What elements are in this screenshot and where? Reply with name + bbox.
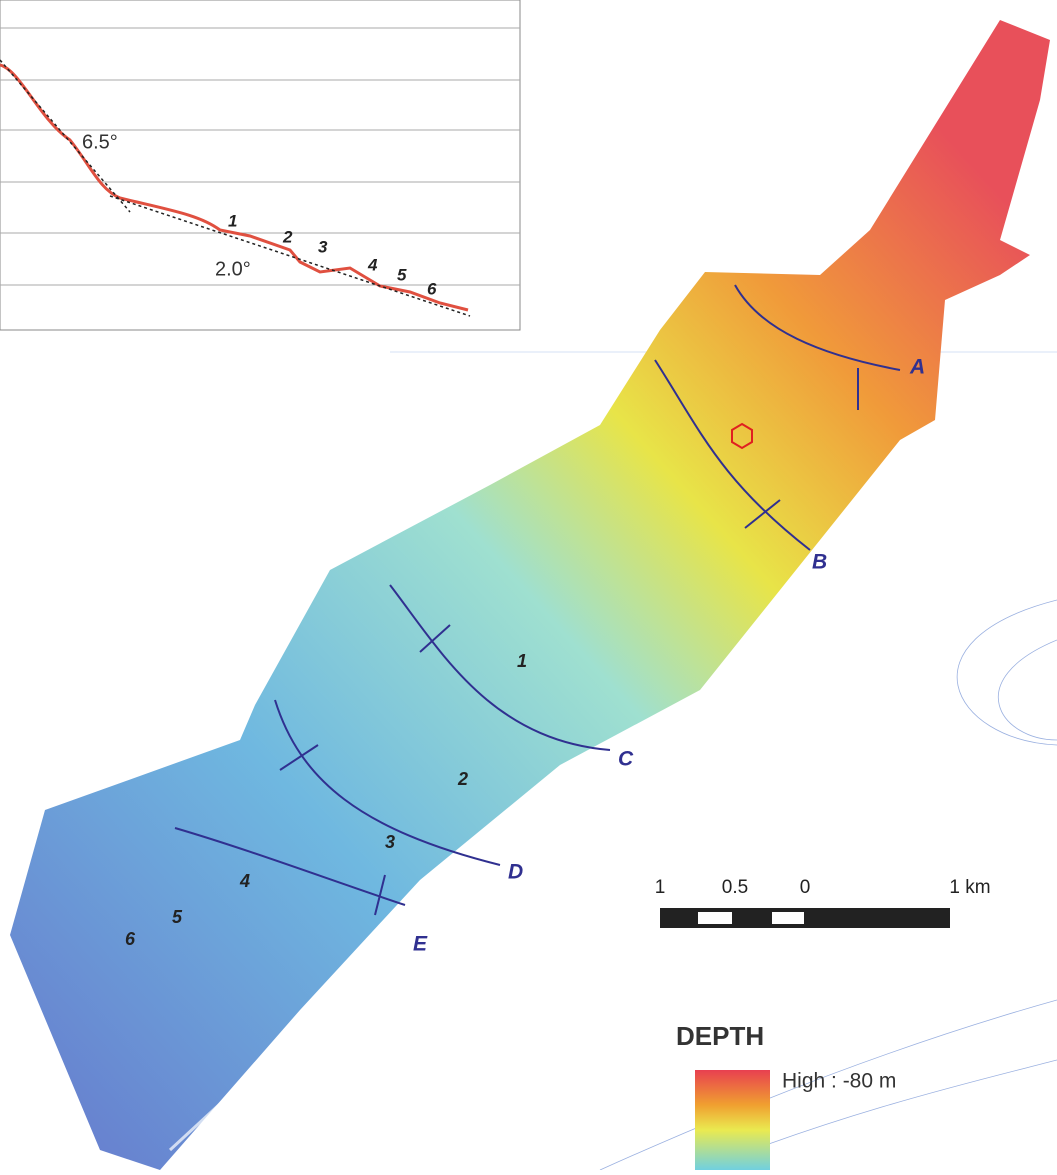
feature-label: 4 — [239, 871, 250, 891]
feature-label: 2 — [457, 769, 468, 789]
feature-label: 5 — [172, 907, 183, 927]
feature-label: 3 — [385, 832, 395, 852]
section-label: D — [508, 861, 523, 884]
feature-label: 6 — [125, 929, 136, 949]
scale-label: 1 — [655, 877, 666, 898]
legend-title: DEPTH — [676, 1021, 764, 1051]
profile-point-label: 4 — [367, 255, 378, 274]
section-label: B — [812, 551, 827, 574]
scale-label: 0.5 — [722, 877, 748, 898]
profile-point-label: 3 — [318, 237, 328, 256]
profile-point-label: 6 — [427, 279, 437, 298]
profile-point-label: 5 — [397, 265, 407, 284]
section-label: A — [909, 356, 925, 379]
slope-label: 2.0° — [215, 258, 251, 280]
feature-label: 1 — [517, 651, 527, 671]
section-label: E — [413, 933, 428, 956]
page: {"profile": {"slope_labels": ["6.5°", "2… — [0, 0, 1057, 1170]
figure: 6.5°2.0°123456ABCDE12345610.501 kmDEPTHH… — [0, 0, 1057, 1170]
legend-ramp — [695, 1070, 770, 1170]
scale-label: 1 km — [949, 877, 990, 898]
inset-profile — [0, 0, 520, 330]
profile-point-label: 2 — [282, 227, 293, 246]
slope-label: 6.5° — [82, 131, 118, 153]
scale-label: 0 — [800, 877, 811, 898]
profile-point-label: 1 — [228, 211, 237, 230]
legend-high-label: High : -80 m — [782, 1070, 896, 1093]
scale-bar — [660, 908, 950, 928]
section-label: C — [618, 748, 634, 771]
